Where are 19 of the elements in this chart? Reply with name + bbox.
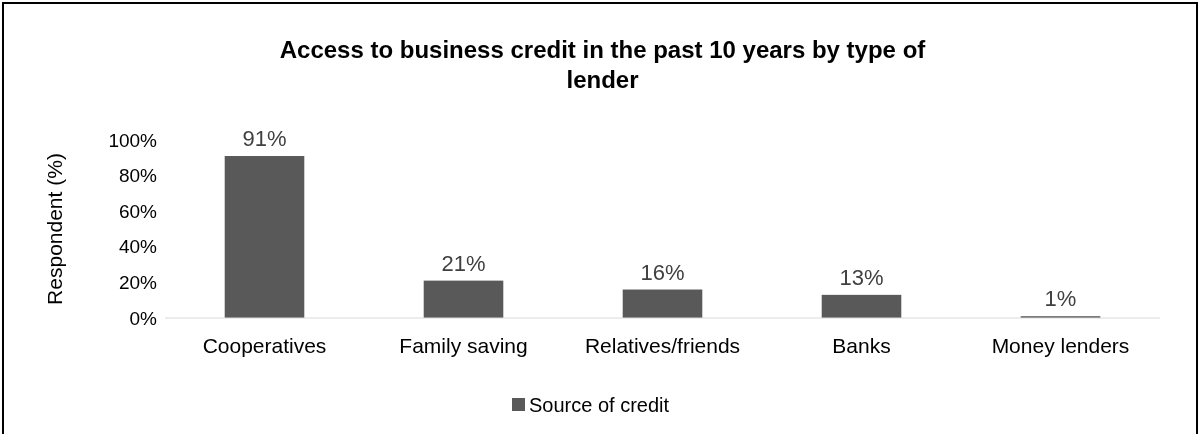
y-tick-label: 40%	[118, 236, 158, 258]
y-axis-title: Respondent (%)	[43, 153, 66, 305]
data-label: 16%	[640, 259, 685, 285]
data-label: 13%	[839, 264, 884, 290]
y-tick-label: 80%	[118, 165, 158, 187]
data-label: 21%	[441, 250, 486, 276]
chart-title: Access to business credit in the past 10 years by type of lender	[279, 36, 927, 93]
legend-label: Source of credit	[529, 394, 670, 416]
x-tick-label: Cooperatives	[202, 334, 327, 357]
y-tick-label: 60%	[118, 200, 158, 222]
y-tick-label: 100%	[108, 129, 158, 151]
x-tick-label: Banks	[832, 334, 891, 357]
data-label: 1%	[1044, 286, 1077, 312]
y-tick-label: 0%	[129, 307, 158, 329]
y-tick-label: 20%	[118, 272, 158, 294]
x-tick-label: Relatives/friends	[584, 334, 741, 357]
x-tick-label: Family saving	[399, 334, 528, 357]
data-label: 91%	[242, 126, 287, 152]
x-tick-label: Money lenders	[991, 334, 1130, 357]
